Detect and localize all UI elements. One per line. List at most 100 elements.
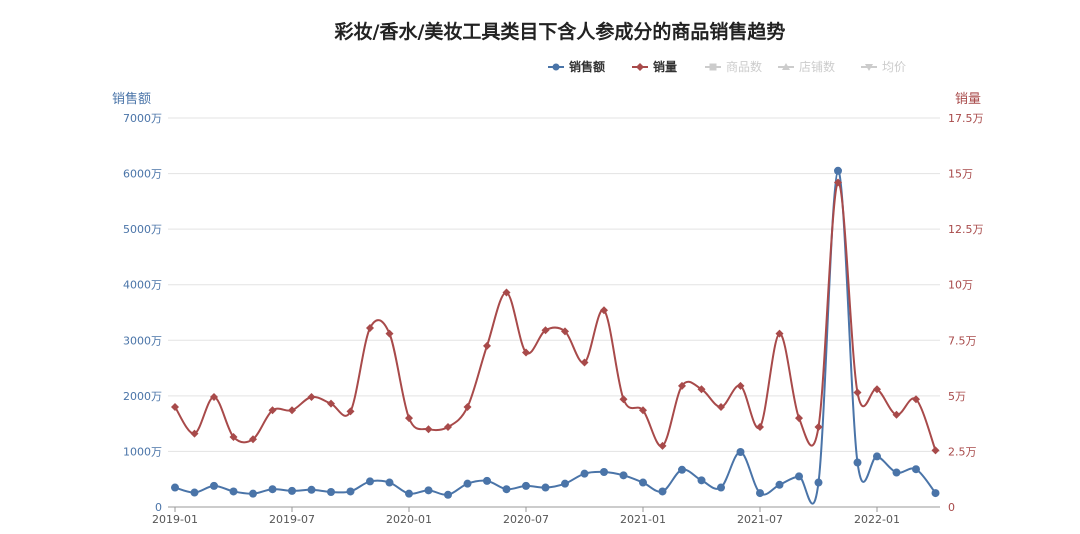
- data-point[interactable]: [873, 452, 881, 461]
- data-point[interactable]: [697, 385, 706, 394]
- legend-item[interactable]: 销售额: [548, 59, 605, 74]
- right-axis-title: 销量: [955, 92, 981, 107]
- data-point[interactable]: [834, 178, 842, 187]
- data-point[interactable]: [171, 483, 179, 492]
- data-point[interactable]: [229, 432, 238, 441]
- data-point[interactable]: [795, 472, 803, 481]
- data-point[interactable]: [385, 478, 394, 487]
- data-point[interactable]: [619, 471, 628, 480]
- data-point[interactable]: [463, 402, 472, 411]
- x-tick-label: 2019-07: [269, 513, 315, 526]
- data-point[interactable]: [873, 385, 881, 394]
- data-point[interactable]: [444, 490, 452, 499]
- data-point[interactable]: [912, 465, 920, 474]
- data-point[interactable]: [580, 358, 589, 367]
- x-tick-label: 2020-07: [503, 513, 549, 526]
- data-point[interactable]: [639, 406, 647, 415]
- data-point[interactable]: [190, 488, 199, 497]
- data-point[interactable]: [463, 479, 472, 488]
- data-point[interactable]: [385, 329, 394, 338]
- legend-label: 均价: [882, 60, 906, 74]
- data-point[interactable]: [171, 402, 179, 411]
- data-point[interactable]: [658, 441, 667, 450]
- data-point[interactable]: [522, 348, 530, 357]
- data-point[interactable]: [756, 489, 764, 498]
- right-tick-label: 12.5万: [948, 223, 984, 236]
- right-tick-label: 0: [948, 501, 955, 514]
- data-point[interactable]: [658, 487, 667, 496]
- diamond-marker-icon: [636, 63, 644, 71]
- left-tick-label: 2000万: [123, 390, 162, 403]
- data-point[interactable]: [912, 395, 920, 404]
- data-point[interactable]: [931, 446, 940, 455]
- data-point[interactable]: [405, 414, 413, 423]
- legend-label: 销售额: [569, 59, 605, 74]
- data-point[interactable]: [678, 465, 686, 474]
- data-point[interactable]: [775, 329, 784, 338]
- data-point[interactable]: [853, 458, 862, 467]
- data-point[interactable]: [522, 481, 530, 490]
- legend-item[interactable]: 商品数: [705, 59, 762, 74]
- data-point[interactable]: [561, 327, 569, 336]
- data-point[interactable]: [327, 487, 335, 496]
- data-point[interactable]: [424, 486, 433, 495]
- data-point[interactable]: [268, 485, 277, 494]
- data-point[interactable]: [346, 407, 355, 416]
- x-tick-label: 2019-01: [152, 513, 198, 526]
- data-point[interactable]: [717, 402, 725, 411]
- data-point[interactable]: [580, 469, 589, 478]
- data-point[interactable]: [892, 410, 901, 419]
- data-point[interactable]: [600, 306, 608, 315]
- legend-item[interactable]: 均价: [861, 60, 906, 74]
- data-point[interactable]: [834, 166, 842, 175]
- data-point[interactable]: [541, 483, 550, 492]
- data-point[interactable]: [853, 388, 862, 397]
- data-point[interactable]: [366, 324, 374, 333]
- data-point[interactable]: [366, 477, 374, 486]
- data-point[interactable]: [405, 489, 413, 498]
- data-point[interactable]: [210, 481, 218, 490]
- left-tick-label: 3000万: [123, 334, 162, 347]
- data-point[interactable]: [502, 485, 511, 494]
- legend-item[interactable]: 销量: [632, 59, 677, 74]
- data-point[interactable]: [931, 489, 940, 498]
- data-point[interactable]: [736, 381, 745, 390]
- data-point[interactable]: [892, 468, 901, 477]
- data-point[interactable]: [327, 399, 335, 408]
- data-point[interactable]: [639, 478, 647, 487]
- data-point[interactable]: [307, 392, 316, 401]
- data-point[interactable]: [444, 422, 452, 431]
- left-axis-ticks: 0 1000万 2000万 3000万 4000万 5000万 6000万 7000万: [123, 112, 162, 514]
- data-point[interactable]: [249, 489, 257, 498]
- data-point[interactable]: [424, 425, 433, 434]
- data-point[interactable]: [756, 422, 764, 431]
- data-point[interactable]: [600, 467, 608, 476]
- data-point[interactable]: [346, 487, 355, 496]
- data-point[interactable]: [288, 406, 296, 415]
- data-point[interactable]: [795, 414, 803, 423]
- legend: 销售额 销量 商品数 店铺数 均价: [548, 59, 906, 74]
- data-point[interactable]: [619, 395, 628, 404]
- right-tick-label: 2.5万: [948, 445, 977, 458]
- data-point[interactable]: [736, 447, 745, 456]
- data-point[interactable]: [814, 422, 823, 431]
- data-point[interactable]: [483, 341, 491, 350]
- data-point[interactable]: [775, 480, 784, 489]
- data-point[interactable]: [697, 476, 706, 485]
- x-axis: 2019-01 2019-07 2020-01 2020-07 2021-01 2021-…: [152, 507, 900, 526]
- data-point[interactable]: [190, 429, 199, 438]
- data-point[interactable]: [561, 479, 569, 488]
- data-point[interactable]: [249, 435, 257, 444]
- data-point[interactable]: [717, 483, 725, 492]
- data-point[interactable]: [541, 326, 550, 335]
- data-point[interactable]: [229, 487, 238, 496]
- data-point[interactable]: [678, 381, 686, 390]
- data-point[interactable]: [288, 486, 296, 495]
- data-point[interactable]: [483, 476, 491, 485]
- data-point[interactable]: [502, 288, 511, 297]
- data-point[interactable]: [307, 485, 316, 494]
- data-point[interactable]: [210, 392, 218, 401]
- legend-item[interactable]: 店铺数: [778, 59, 835, 74]
- data-point[interactable]: [268, 406, 277, 415]
- data-point[interactable]: [814, 478, 823, 487]
